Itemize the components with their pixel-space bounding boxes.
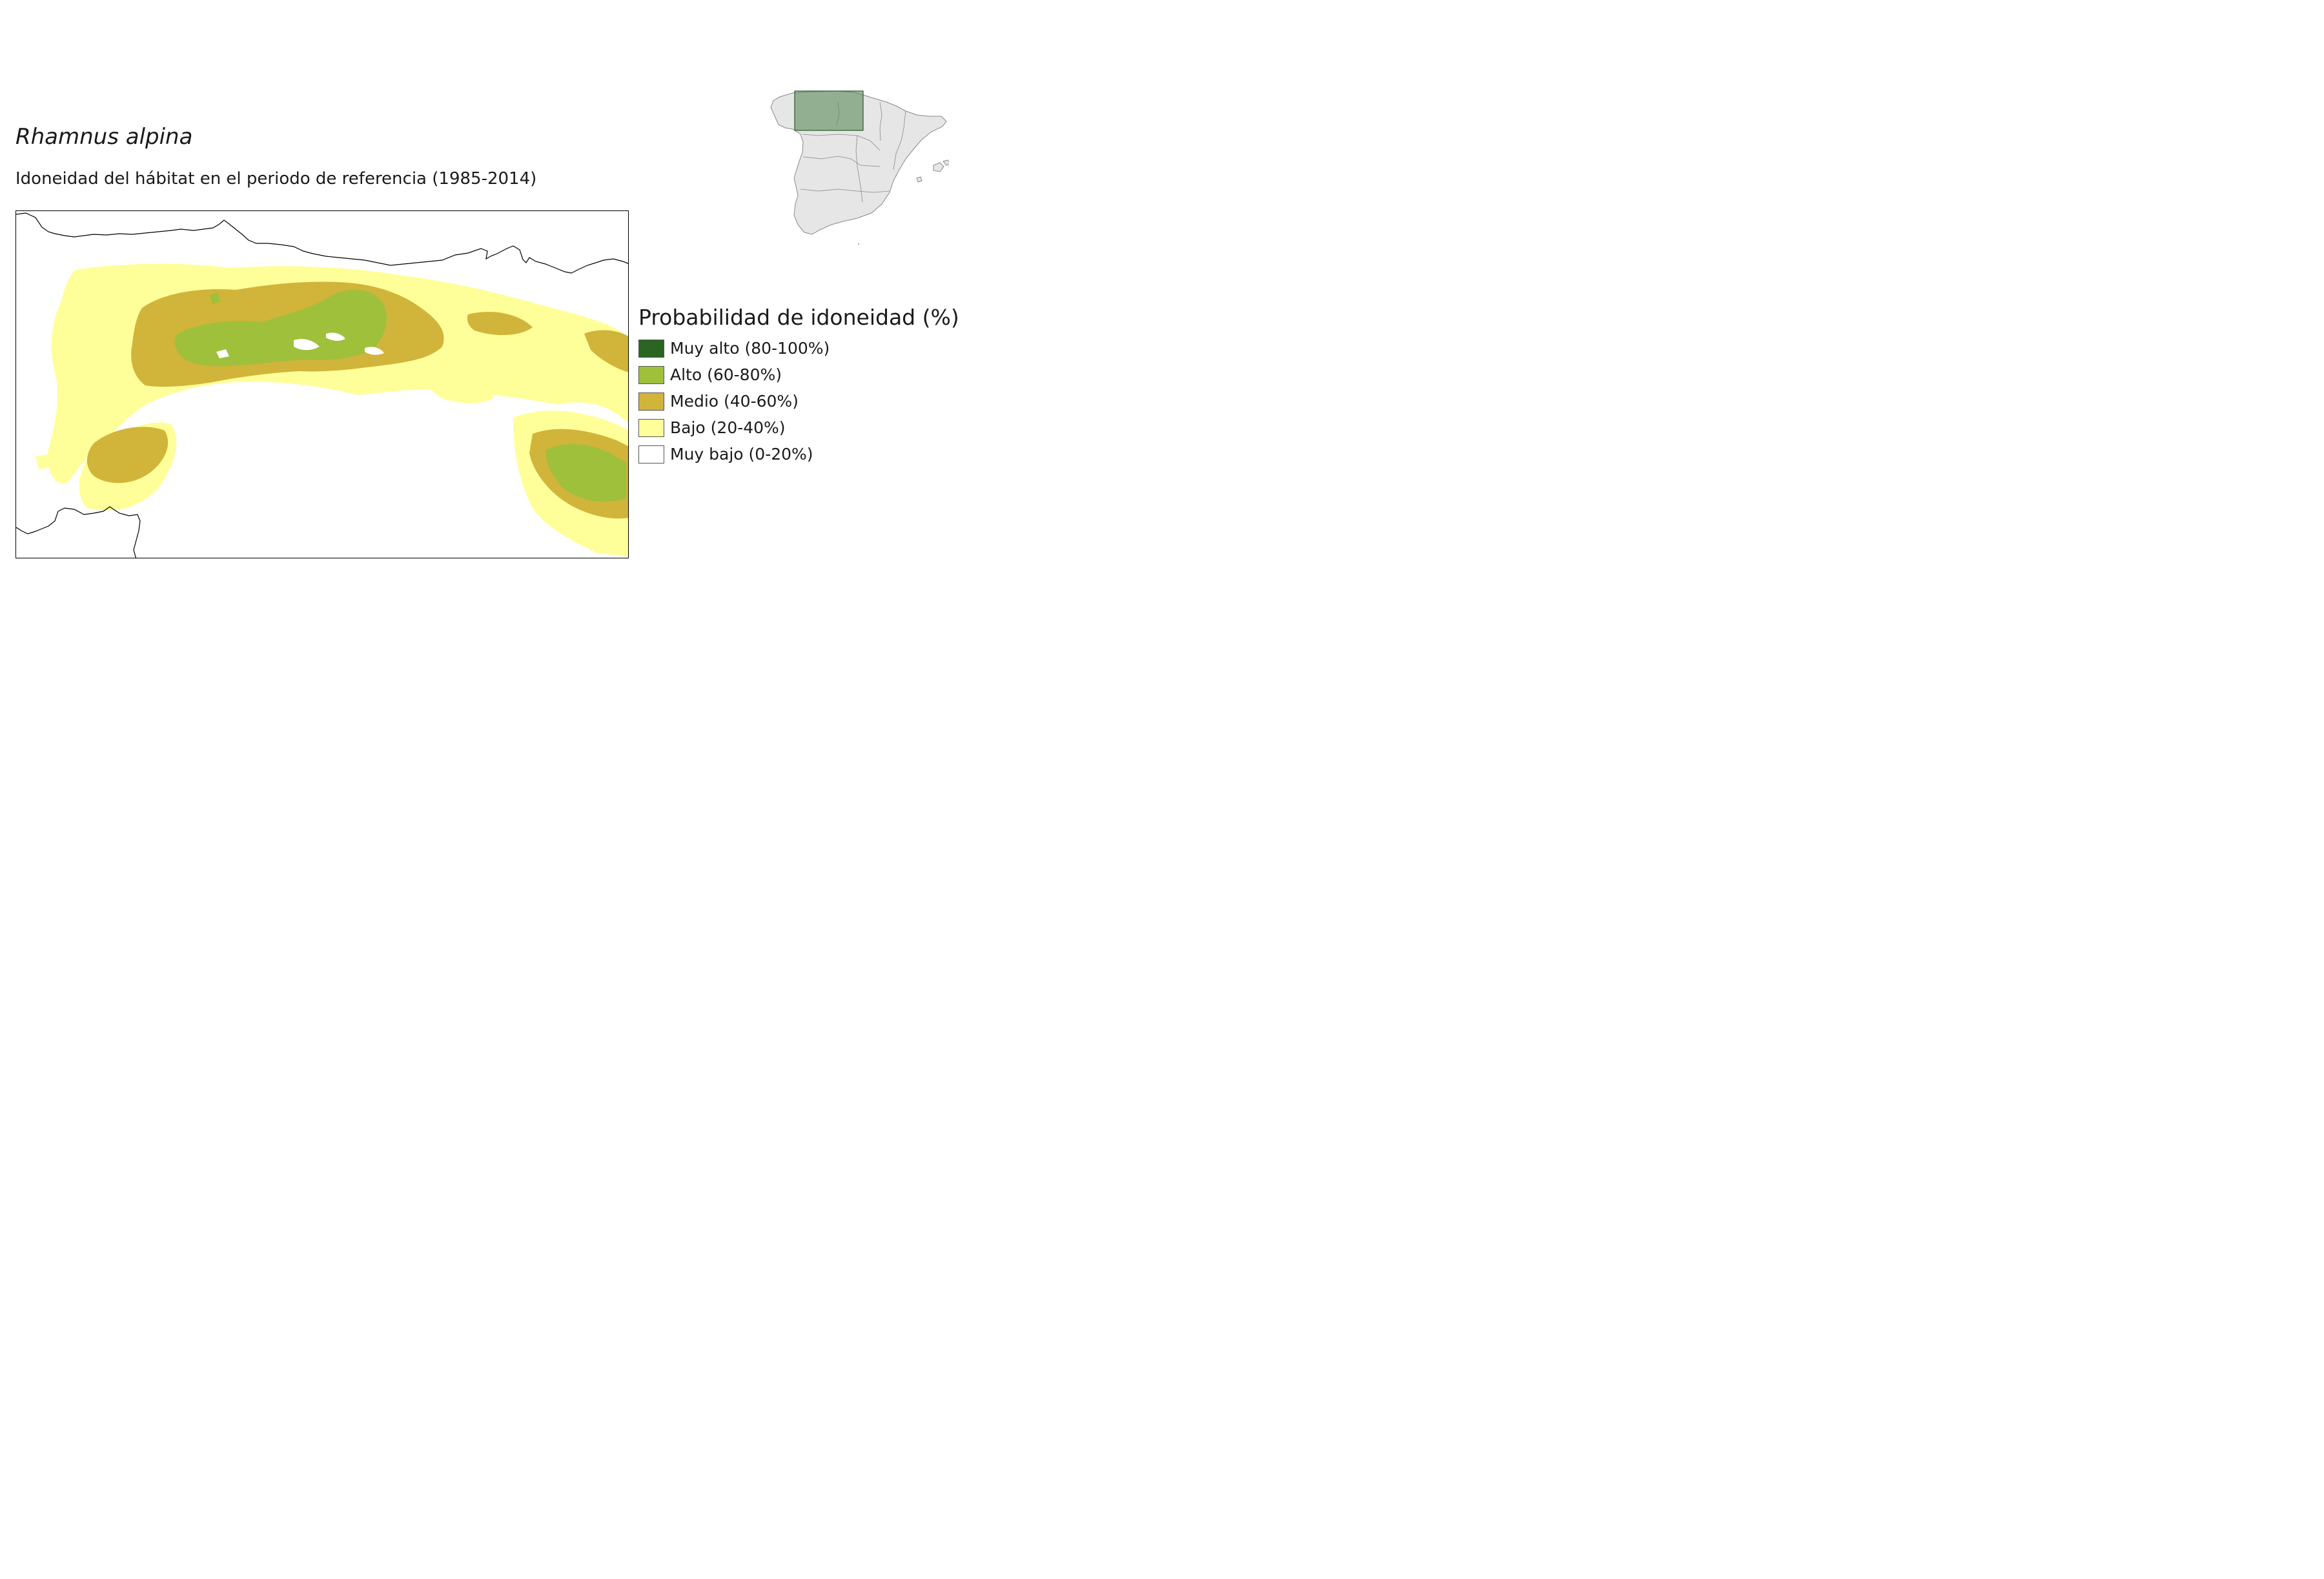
islet-dot	[858, 243, 859, 245]
legend: Probabilidad de idoneidad (%) Muy alto (…	[638, 305, 959, 467]
legend-label: Bajo (20-40%)	[670, 418, 786, 437]
legend-label: Muy alto (80-100%)	[670, 339, 830, 358]
legend-label: Medio (40-60%)	[670, 392, 799, 411]
legend-label: Muy bajo (0-20%)	[670, 445, 813, 464]
legend-swatch	[638, 418, 664, 437]
legend-item: Alto (60-80%)	[638, 362, 959, 388]
balearic-islands	[916, 159, 949, 183]
habitat-map	[15, 210, 629, 558]
spain-region-borders	[800, 101, 906, 203]
map-subtitle: Idoneidad del hábitat en el periodo de r…	[15, 169, 537, 188]
legend-swatch	[638, 365, 664, 384]
legend-swatch	[638, 445, 664, 464]
legend-item: Muy alto (80-100%)	[638, 335, 959, 362]
legend-item: Medio (40-60%)	[638, 388, 959, 414]
legend-title: Probabilidad de idoneidad (%)	[638, 305, 959, 330]
legend-swatch	[638, 339, 664, 358]
northern-coastline	[16, 212, 628, 274]
legend-item: Muy bajo (0-20%)	[638, 441, 959, 467]
legend-items: Muy alto (80-100%) Alto (60-80%) Medio (40…	[638, 335, 959, 467]
unsuitable-patches	[216, 332, 384, 358]
high-suitability-areas	[174, 289, 626, 502]
species-title: Rhamnus alpina	[15, 124, 193, 150]
map-extent-box	[794, 90, 864, 131]
habitat-map-svg	[16, 212, 628, 558]
legend-item: Bajo (20-40%)	[638, 414, 959, 441]
spain-inset-map	[770, 90, 949, 245]
legend-label: Alto (60-80%)	[670, 365, 782, 384]
legend-swatch	[638, 392, 664, 411]
portugal-border	[16, 506, 141, 558]
